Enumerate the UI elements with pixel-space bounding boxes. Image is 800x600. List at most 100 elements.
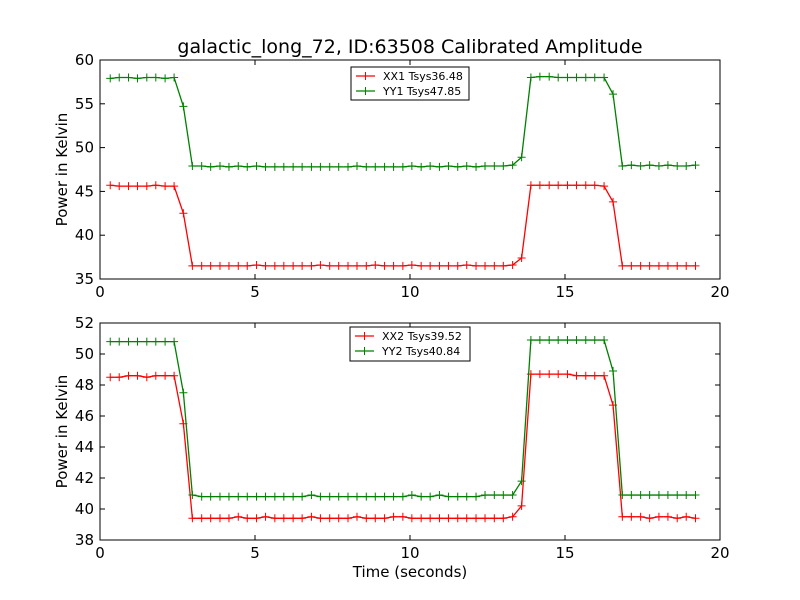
data-point	[344, 492, 352, 501]
data-point	[627, 491, 636, 500]
data-point	[572, 336, 581, 345]
data-point	[563, 336, 572, 345]
data-point	[252, 514, 261, 523]
data-point	[316, 514, 325, 523]
legend-entry-label: YY1 Tsys47.85	[382, 85, 461, 98]
data-point	[151, 73, 160, 82]
figure-title: galactic_long_72, ID:63508 Calibrated Am…	[177, 36, 642, 58]
data-point	[252, 492, 261, 501]
data-point	[307, 491, 316, 500]
data-point	[417, 492, 426, 501]
data-point	[389, 162, 398, 171]
data-point	[334, 261, 343, 270]
data-point	[627, 161, 636, 170]
data-point	[206, 492, 215, 501]
x-tick-label: 10	[400, 544, 419, 562]
data-point	[563, 370, 572, 379]
data-point	[161, 337, 170, 346]
data-point	[224, 162, 233, 171]
data-point	[526, 336, 535, 345]
data-point	[517, 477, 526, 486]
data-point	[581, 371, 590, 380]
data-point	[170, 371, 179, 380]
data-point	[170, 73, 179, 82]
data-point	[398, 162, 407, 171]
data-point	[362, 492, 371, 501]
x-tick-label: 5	[250, 544, 260, 562]
data-point	[124, 337, 133, 346]
data-point	[234, 261, 243, 270]
y-tick-label: 45	[75, 182, 94, 200]
data-point	[243, 261, 252, 270]
data-point	[270, 162, 279, 171]
data-point	[179, 209, 188, 218]
data-point	[224, 261, 233, 270]
data-point	[444, 261, 453, 270]
data-point	[298, 162, 307, 171]
y-tick-label: 60	[75, 51, 94, 69]
data-point	[234, 492, 243, 501]
data-point	[325, 514, 334, 523]
data-point	[407, 260, 416, 269]
data-point	[316, 162, 325, 171]
data-point	[435, 514, 444, 523]
data-point	[618, 261, 627, 270]
data-point	[645, 514, 654, 523]
data-point	[334, 514, 343, 523]
data-point	[224, 514, 233, 523]
data-point	[654, 261, 663, 270]
legend-marker	[361, 87, 370, 95]
data-point	[252, 260, 261, 269]
x-axis-label: Time (seconds)	[352, 563, 468, 581]
data-point	[261, 512, 270, 521]
data-point	[481, 491, 490, 500]
data-point	[417, 261, 426, 270]
data-point	[279, 162, 288, 171]
data-point	[170, 182, 179, 191]
data-point	[316, 492, 325, 501]
data-point	[472, 514, 481, 523]
data-point	[600, 182, 609, 191]
data-point	[545, 181, 554, 190]
data-point	[636, 261, 645, 270]
data-point	[398, 492, 407, 501]
data-point	[142, 73, 151, 82]
y-tick-label: 44	[75, 438, 94, 456]
data-point	[691, 261, 700, 270]
data-point	[261, 261, 270, 270]
data-point	[462, 161, 471, 170]
data-point	[234, 512, 243, 521]
data-point	[508, 512, 517, 521]
data-point	[270, 514, 279, 523]
data-point	[517, 153, 526, 162]
data-point	[554, 181, 563, 190]
data-point	[572, 371, 581, 380]
data-point	[481, 161, 490, 170]
data-point	[535, 370, 544, 379]
data-point	[380, 492, 389, 501]
data-point	[307, 261, 316, 270]
data-point	[627, 261, 636, 270]
data-point	[472, 261, 481, 270]
data-point	[508, 260, 517, 269]
data-point	[215, 161, 224, 170]
data-point	[673, 491, 682, 500]
data-point	[472, 162, 481, 171]
data-point	[682, 512, 691, 521]
data-point	[133, 74, 142, 83]
data-point	[179, 102, 188, 111]
data-point	[691, 514, 700, 523]
data-point	[289, 514, 298, 523]
data-point	[124, 371, 133, 380]
data-point	[133, 337, 142, 346]
data-point	[389, 512, 398, 521]
legend-entry-label: XX1 Tsys36.48	[383, 70, 463, 83]
data-point	[398, 512, 407, 521]
data-point	[462, 260, 471, 269]
legend-marker	[360, 332, 369, 340]
data-point	[517, 253, 526, 262]
data-point	[490, 161, 499, 170]
data-point	[124, 73, 133, 82]
data-point	[517, 501, 526, 510]
